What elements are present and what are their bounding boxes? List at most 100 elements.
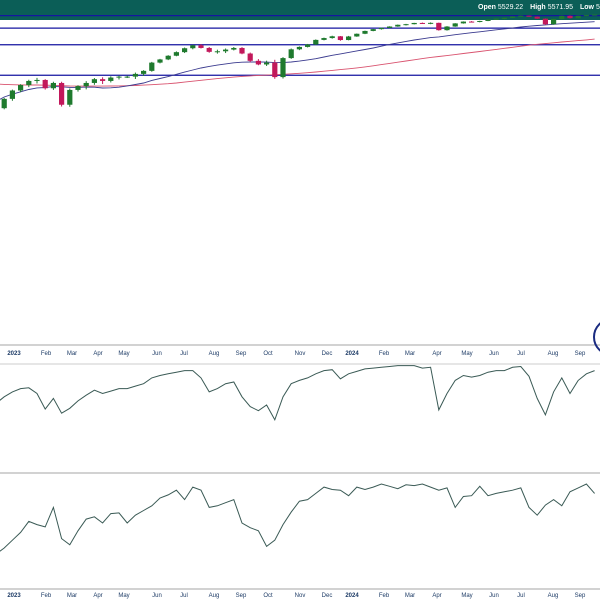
- candle-body: [141, 70, 147, 74]
- candle-body: [132, 73, 138, 77]
- candle-body: [542, 18, 548, 25]
- candle-body: [173, 52, 179, 56]
- candle-body: [485, 19, 491, 21]
- candle-body: [149, 62, 155, 71]
- candlestick-series: [1, 14, 598, 110]
- x-tick-label: Dec: [322, 351, 333, 357]
- x-tick-label: Oct: [263, 351, 273, 357]
- candle-body: [198, 45, 204, 48]
- candle-body: [436, 22, 442, 31]
- candle-body: [83, 82, 89, 87]
- x-tick-label: Jul: [517, 593, 525, 599]
- x-tick-label: Aug: [209, 351, 220, 357]
- candle-body: [411, 22, 417, 25]
- candle-body: [272, 62, 278, 78]
- x-axis-main: 2023 Feb Mar Apr May Jun Jul Aug Sep Oct Nov Dec 202…: [7, 351, 586, 357]
- x-tick-label: 2024: [345, 351, 359, 357]
- candle-body: [288, 49, 294, 59]
- x-tick-label: Mar: [405, 593, 415, 599]
- candle-body: [1, 98, 7, 109]
- candle-body: [329, 36, 335, 39]
- x-tick-label: Oct: [263, 593, 273, 599]
- high-label: High: [530, 4, 546, 11]
- x-axis-bottom: 2023 Feb Mar Apr May Jun Jul Aug Sep Oct Nov Dec 202…: [7, 593, 586, 599]
- header-bar: Open 5529.22 High 5571.95 Low 5: [0, 0, 600, 20]
- candle-body: [510, 16, 516, 18]
- candle-body: [477, 20, 483, 22]
- candle-body: [264, 62, 270, 65]
- x-tick-label: Aug: [548, 351, 559, 357]
- x-tick-label: Sep: [575, 351, 586, 357]
- low-value: 5: [595, 4, 600, 11]
- x-tick-label: Jul: [180, 593, 188, 599]
- x-tick-label: Nov: [295, 593, 306, 599]
- x-tick-label: May: [461, 593, 472, 599]
- candle-body: [59, 82, 65, 105]
- candle-body: [100, 79, 106, 81]
- x-tick-label: Jul: [180, 351, 188, 357]
- candle-body: [444, 26, 450, 31]
- candle-body: [223, 49, 229, 52]
- candle-body: [305, 44, 311, 47]
- candle-body: [337, 36, 343, 41]
- candle-body: [75, 86, 81, 90]
- candle-body: [370, 29, 376, 31]
- candle-body: [469, 21, 475, 23]
- candle-body: [551, 18, 557, 25]
- x-tick-label: 2023: [7, 351, 21, 357]
- annotation-layer: [593, 322, 600, 352]
- candle-body: [346, 36, 352, 41]
- candle-body: [50, 82, 56, 89]
- x-tick-label: Jun: [489, 351, 499, 357]
- x-tick-label: Dec: [322, 593, 333, 599]
- horizontal-levels: [0, 15, 600, 76]
- candle-body: [354, 33, 360, 37]
- x-tick-label: Jun: [152, 351, 162, 357]
- candle-body: [567, 15, 573, 19]
- candle-body: [18, 85, 24, 91]
- candle-body: [559, 15, 565, 19]
- x-tick-label: Apr: [93, 593, 102, 599]
- candle-body: [501, 17, 507, 19]
- x-tick-label: May: [118, 351, 129, 357]
- panel-frames: [0, 344, 600, 590]
- x-tick-label: Apr: [432, 351, 441, 357]
- moving-average-short-line: [0, 21, 595, 100]
- candle-body: [575, 15, 581, 19]
- candle-body: [419, 22, 425, 24]
- x-tick-label: Jun: [489, 593, 499, 599]
- highlight-circle: [593, 322, 600, 352]
- candle-body: [108, 77, 114, 81]
- x-tick-label: May: [461, 351, 472, 357]
- x-tick-label: Aug: [548, 593, 559, 599]
- candle-body: [255, 60, 261, 65]
- candle-body: [214, 51, 220, 53]
- candle-body: [280, 58, 286, 78]
- x-tick-label: Nov: [295, 351, 306, 357]
- oscillator-1-line: [0, 365, 595, 422]
- candle-body: [460, 21, 466, 24]
- candle-body: [247, 53, 253, 61]
- x-tick-label: May: [118, 593, 129, 599]
- x-tick-label: 2023: [7, 593, 21, 599]
- oscillator-2-line: [0, 483, 595, 552]
- x-tick-label: Feb: [379, 593, 390, 599]
- candle-body: [387, 26, 393, 28]
- x-tick-label: Mar: [67, 593, 77, 599]
- candle-body: [42, 79, 48, 89]
- x-tick-label: Feb: [379, 351, 390, 357]
- candle-body: [534, 16, 540, 19]
- open-label: Open: [478, 4, 496, 11]
- high-value: 5571.95: [547, 4, 574, 11]
- x-tick-label: Apr: [93, 351, 102, 357]
- candle-body: [313, 39, 319, 45]
- x-tick-label: Feb: [41, 351, 52, 357]
- x-tick-label: 2024: [345, 593, 359, 599]
- x-tick-label: Sep: [575, 593, 586, 599]
- candle-body: [157, 59, 163, 63]
- moving-average-long: [0, 38, 595, 87]
- candle-body: [190, 45, 196, 49]
- x-tick-label: Jun: [152, 593, 162, 599]
- candle-body: [9, 90, 15, 99]
- oscillator-panel-2: [0, 483, 595, 552]
